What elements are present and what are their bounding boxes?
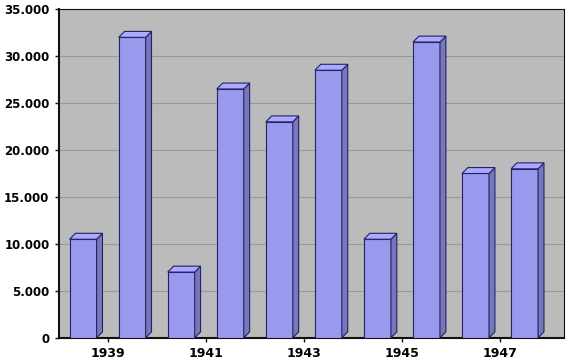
- Polygon shape: [315, 64, 348, 70]
- Polygon shape: [511, 169, 538, 338]
- Polygon shape: [364, 233, 397, 239]
- Polygon shape: [244, 83, 250, 338]
- Polygon shape: [168, 272, 195, 338]
- Polygon shape: [70, 239, 97, 338]
- Polygon shape: [195, 266, 201, 338]
- Polygon shape: [413, 36, 446, 42]
- Polygon shape: [266, 116, 299, 122]
- Polygon shape: [145, 31, 152, 338]
- Polygon shape: [440, 36, 446, 338]
- Polygon shape: [413, 42, 440, 338]
- Polygon shape: [217, 83, 250, 89]
- Polygon shape: [364, 239, 391, 338]
- Polygon shape: [462, 167, 495, 174]
- Polygon shape: [217, 89, 244, 338]
- Polygon shape: [119, 37, 145, 338]
- Polygon shape: [266, 122, 293, 338]
- Polygon shape: [489, 167, 495, 338]
- Polygon shape: [70, 233, 102, 239]
- Polygon shape: [293, 116, 299, 338]
- Polygon shape: [511, 163, 544, 169]
- Polygon shape: [97, 233, 102, 338]
- Polygon shape: [119, 31, 152, 37]
- Polygon shape: [168, 266, 201, 272]
- Polygon shape: [462, 174, 489, 338]
- Polygon shape: [342, 64, 348, 338]
- Polygon shape: [315, 70, 342, 338]
- Polygon shape: [538, 163, 544, 338]
- Polygon shape: [391, 233, 397, 338]
